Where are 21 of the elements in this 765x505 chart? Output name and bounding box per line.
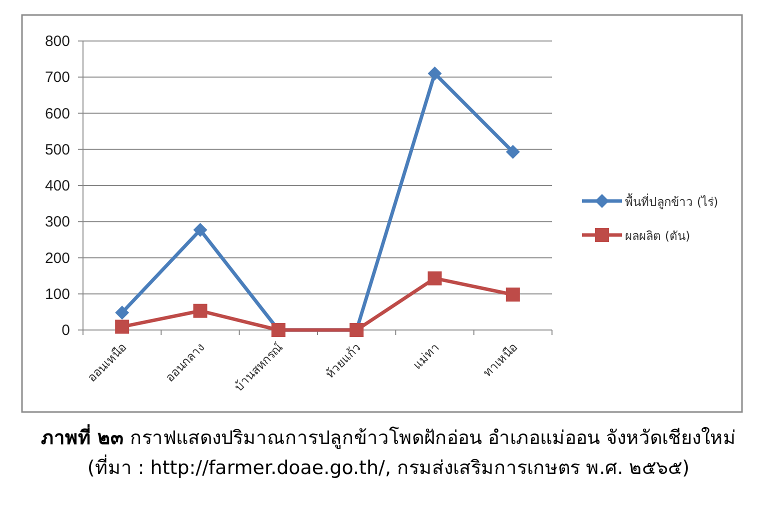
point	[193, 222, 208, 237]
point	[428, 271, 442, 286]
legend-label: ผลผลิต (ตัน)	[625, 229, 690, 243]
y-tick-label: 300	[44, 214, 70, 231]
y-tick-label: 400	[44, 178, 70, 194]
point	[428, 66, 442, 81]
point	[506, 144, 520, 159]
point	[115, 306, 130, 320]
y-tick-label: 600	[44, 105, 70, 122]
y-tick-label: 800	[44, 33, 70, 50]
point	[506, 288, 520, 302]
y-tick-label: 200	[44, 250, 70, 267]
y-tick-label: 0	[62, 322, 70, 339]
text: ภาพที่ ๒๓ กราฟแสดงปริมาณการปลูกข้าวโพดฝักอ่อน อำเภอแม่ออน จังหวัดเชียงใหม่	[40, 424, 736, 449]
point	[115, 320, 130, 334]
point	[193, 304, 208, 318]
y-tick-label: 500	[44, 141, 70, 158]
legend-label: พื้นที่ปลูกข้าว (ไร่)	[625, 193, 718, 210]
y-tick-label: 100	[44, 286, 70, 303]
y-tick-label: 700	[44, 69, 70, 86]
text: (ที่มา : http://farmer.doae.go.th/, กรมส่งเสริมการเกษตร พ.ศ. ๒๕๖๕)	[87, 454, 690, 479]
